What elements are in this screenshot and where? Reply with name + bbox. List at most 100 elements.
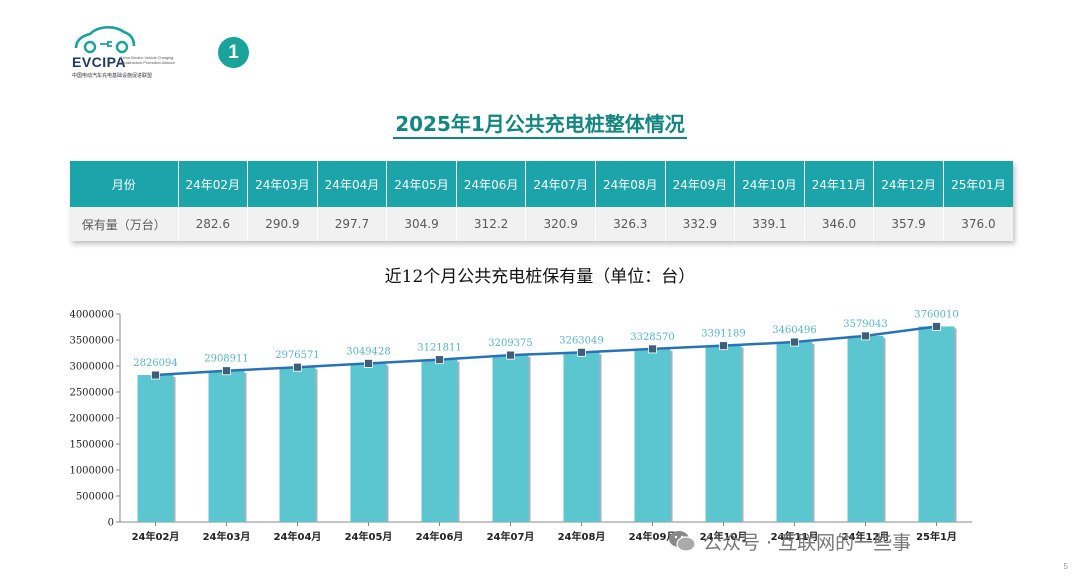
page-number: 5 xyxy=(1063,562,1068,571)
table-cell: 304.9 xyxy=(386,207,457,241)
bar xyxy=(776,342,813,522)
y-tick-label: 3500000 xyxy=(69,336,114,347)
section-number-badge: 1 xyxy=(218,37,249,68)
wechat-icon xyxy=(669,531,696,552)
logo-tagline: China Electric Vehicle Charging Infrastr… xyxy=(120,56,175,65)
x-tick-label: 24年06月 xyxy=(416,530,464,543)
line-point xyxy=(648,344,657,354)
bar xyxy=(350,363,387,522)
x-tick-label: 24年04月 xyxy=(274,530,322,543)
x-tick-label: 24年08月 xyxy=(558,530,606,543)
chart-title: 近12个月公共充电桩保有量（单位：台） xyxy=(384,267,696,287)
page-title: 2025年1月公共充电桩整体情况 xyxy=(0,108,1080,139)
bar xyxy=(634,348,671,522)
table-cell: 346.0 xyxy=(804,207,875,241)
x-tick-label: 24年05月 xyxy=(345,530,393,543)
line-point xyxy=(790,337,799,347)
x-tick-label: 24年10月 xyxy=(700,530,748,543)
table-cell: 376.0 xyxy=(943,207,1013,241)
table-cell: 312.2 xyxy=(456,207,527,241)
x-tick-label: 24年02月 xyxy=(132,530,180,543)
logo-subtitle: 中国电动汽车充电基础设施促进联盟 xyxy=(72,73,153,79)
y-tick-label: 4000000 xyxy=(69,310,114,321)
x-tick-label: 24年09月 xyxy=(629,530,677,543)
y-tick-label: 0 xyxy=(108,518,114,529)
bar xyxy=(918,326,955,522)
y-tick-label: 2500000 xyxy=(69,388,114,399)
bar xyxy=(847,335,884,522)
data-label: 2976571 xyxy=(275,350,320,361)
data-label: 3209375 xyxy=(488,338,533,349)
data-label: 3579043 xyxy=(843,319,888,330)
x-tick-label: 25年1月 xyxy=(916,530,957,543)
y-tick-label: 1000000 xyxy=(69,466,114,477)
series-line xyxy=(155,325,937,377)
bar xyxy=(492,355,529,522)
table-header-cell: 24年02月 xyxy=(178,161,249,207)
table-header-cell: 24年10月 xyxy=(734,161,805,207)
table-header-cell: 24年12月 xyxy=(873,161,944,207)
page-title-text: 2025年1月公共充电桩整体情况 xyxy=(393,112,687,139)
data-label: 3328570 xyxy=(630,332,675,343)
evcipa-logo: EVCIPA China Electric Vehicle Charging I… xyxy=(70,22,180,82)
table-cell: 290.9 xyxy=(247,207,318,241)
table-header-cell: 24年06月 xyxy=(456,161,527,207)
x-tick-label: 24年03月 xyxy=(203,530,251,543)
line-point xyxy=(577,347,586,357)
table-cell: 332.9 xyxy=(665,207,736,241)
bar xyxy=(279,367,316,522)
y-tick-label: 3000000 xyxy=(69,362,114,373)
bar-line-chart: 0 500000 1000000 1500000 2000000 2500000 30000… xyxy=(69,309,972,543)
table-cell: 339.1 xyxy=(734,207,805,241)
table-header-cell: 24年08月 xyxy=(595,161,666,207)
data-label: 3121811 xyxy=(417,343,462,354)
data-label: 2826094 xyxy=(133,358,178,369)
bar xyxy=(421,359,458,522)
y-tick-label: 500000 xyxy=(76,492,114,503)
bar xyxy=(563,352,600,522)
table-header-cell: 24年03月 xyxy=(247,161,318,207)
data-label: 2908911 xyxy=(204,354,249,365)
watermark: 公众号 · 互联网的一些事 xyxy=(667,528,911,555)
x-tick-label: 24年11月 xyxy=(771,530,819,543)
line-point xyxy=(222,366,231,376)
y-tick-label: 2000000 xyxy=(69,414,114,425)
watermark-text: 公众号 · 互联网的一些事 xyxy=(703,532,912,554)
table-header-cell: 24年09月 xyxy=(665,161,736,207)
table-header-label: 月份 xyxy=(70,161,179,207)
x-tick-label: 24年12月 xyxy=(842,530,890,543)
car-plug-logo-icon xyxy=(74,26,136,54)
x-tick-label: 24年07月 xyxy=(487,530,535,543)
table-header-cell: 24年04月 xyxy=(317,161,388,207)
line-point xyxy=(435,355,444,365)
summary-table: 月份 24年02月 24年03月 24年04月 24年05月 24年06月 24… xyxy=(70,161,1013,241)
table-cell: 326.3 xyxy=(595,207,666,241)
line-point xyxy=(719,341,728,351)
y-tick-label: 1500000 xyxy=(69,440,114,451)
table-cell: 320.9 xyxy=(525,207,596,241)
data-label: 3263049 xyxy=(559,335,604,346)
line-point xyxy=(932,322,941,331)
line-point xyxy=(506,350,515,360)
line-point xyxy=(364,359,373,368)
table-cell: 357.9 xyxy=(873,207,944,241)
table-row-label: 保有量（万台） xyxy=(70,207,179,241)
table-header-cell: 24年07月 xyxy=(525,161,596,207)
bar xyxy=(137,375,174,522)
table-header-cell: 24年11月 xyxy=(804,161,875,207)
table-header-row: 月份 24年02月 24年03月 24年04月 24年05月 24年06月 24… xyxy=(70,161,1013,207)
table-cell: 282.6 xyxy=(178,207,249,241)
data-label: 3760010 xyxy=(914,309,959,320)
table-cell: 297.7 xyxy=(317,207,388,241)
line-point xyxy=(861,331,870,341)
bar xyxy=(208,370,245,522)
line-point xyxy=(151,370,160,380)
line-point xyxy=(293,362,302,372)
table-header-cell: 24年05月 xyxy=(386,161,457,207)
logo-name: EVCIPA xyxy=(72,54,127,70)
table-row: 保有量（万台） 282.6 290.9 297.7 304.9 312.2 32… xyxy=(70,207,1013,241)
bar xyxy=(705,345,742,522)
table-header-cell: 25年01月 xyxy=(943,161,1013,207)
data-label: 3049428 xyxy=(346,346,391,357)
data-label: 3460496 xyxy=(772,325,817,336)
